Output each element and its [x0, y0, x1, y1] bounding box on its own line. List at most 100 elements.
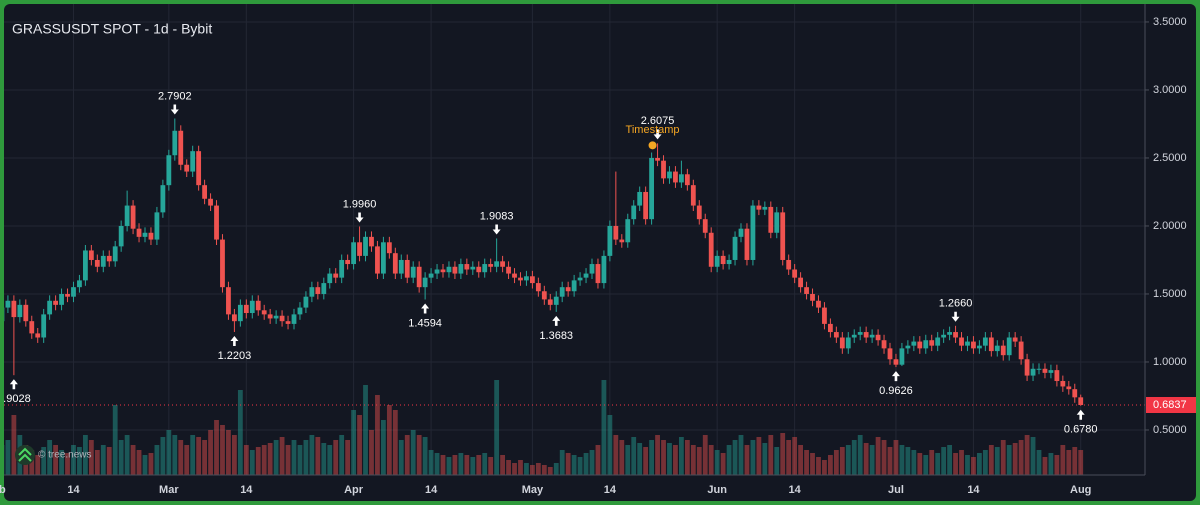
volume-bar	[112, 405, 118, 475]
candle-body	[369, 236, 374, 247]
volume-bar	[470, 457, 476, 475]
volume-bar	[935, 453, 941, 475]
volume-bar	[601, 380, 607, 475]
candle-body	[267, 314, 273, 319]
volume-bar	[404, 435, 410, 475]
volume-bar	[911, 450, 917, 475]
candle-body	[619, 239, 625, 243]
volume-bar	[1072, 447, 1078, 475]
volume-bar	[130, 445, 136, 475]
volume-bar	[315, 437, 321, 475]
volume-bar	[512, 463, 517, 475]
volume-bar	[339, 435, 345, 475]
volume-bar	[124, 435, 130, 475]
volume-bar	[1018, 440, 1024, 475]
volume-bar	[786, 440, 792, 475]
candle-body	[941, 334, 947, 338]
candle-body	[959, 337, 964, 346]
candle-body	[780, 212, 786, 260]
watermark-text: © tree.news	[38, 450, 92, 461]
volume-bar	[577, 457, 583, 475]
candles	[4, 118, 1084, 406]
volume-bar	[845, 445, 851, 475]
candle-body	[702, 219, 708, 233]
candle-body	[196, 151, 202, 186]
candle-body	[631, 205, 637, 220]
volume-bar	[625, 445, 631, 475]
volume-bar	[1078, 450, 1084, 475]
candle-body	[547, 299, 553, 305]
timestamp-label: Timestamp	[626, 124, 680, 136]
volume-bar	[77, 447, 82, 475]
annotation-arrow	[653, 129, 662, 140]
volume-bar	[416, 435, 422, 475]
candle-body	[136, 228, 142, 237]
last-price-tag	[1146, 396, 1196, 413]
volume-bar	[899, 445, 905, 475]
volume-bar	[488, 457, 494, 475]
candle-body	[792, 269, 798, 278]
candle-body	[208, 198, 213, 206]
candle-body	[47, 300, 53, 315]
volume-bar	[4, 445, 5, 475]
volume-bar	[679, 437, 684, 475]
candle-body	[714, 255, 720, 267]
candle-body	[303, 296, 309, 308]
candle-body	[130, 205, 136, 229]
volume-bar	[273, 440, 279, 475]
candle-body	[333, 273, 339, 278]
volume-bar	[1048, 453, 1054, 475]
y-tick-label: 1.0000	[1153, 356, 1187, 368]
volume-bar	[249, 450, 255, 475]
candle-body	[518, 277, 523, 281]
candle-body	[1006, 337, 1012, 356]
candle-body	[249, 300, 255, 314]
volume-bar	[571, 455, 577, 475]
volume-bar	[285, 445, 291, 475]
volume-bar	[392, 410, 398, 475]
candle-body	[363, 236, 368, 256]
volume-bar	[237, 390, 243, 475]
candle-body	[935, 337, 941, 346]
candle-body	[798, 277, 803, 288]
annotation-label: 0.6780	[1064, 424, 1098, 436]
candle-body	[118, 225, 124, 247]
volume-bar	[11, 415, 17, 475]
y-tick-label: 3.0000	[1153, 84, 1187, 96]
volume-bar	[947, 445, 952, 475]
candle-body	[762, 206, 768, 210]
volume-bar	[661, 440, 666, 475]
volume-bar	[828, 455, 833, 475]
candle-body	[476, 266, 482, 273]
candle-body	[220, 239, 225, 288]
volume-bar	[792, 437, 798, 475]
x-tick-label: 14	[67, 484, 80, 496]
annotation-label: 1.2660	[939, 298, 973, 310]
candle-body	[923, 340, 929, 349]
candle-body	[77, 280, 82, 288]
timestamp-dot	[648, 141, 657, 150]
candle-body	[625, 219, 631, 243]
candle-body	[398, 259, 404, 274]
y-tick-label: 1.5000	[1153, 288, 1187, 300]
candle-body	[535, 283, 541, 292]
candle-body	[559, 287, 565, 297]
candle-body	[1078, 397, 1084, 405]
candle-body	[422, 277, 428, 288]
candle-body	[160, 185, 166, 213]
candle-body	[971, 341, 976, 349]
candle-body	[738, 228, 744, 237]
volume-bar	[851, 440, 857, 475]
candle-body	[571, 280, 577, 292]
volume-bar	[100, 445, 106, 475]
candle-body	[816, 300, 821, 308]
volume-bar	[53, 445, 58, 475]
candle-body	[297, 307, 303, 315]
candle-body	[1012, 337, 1018, 342]
volume	[4, 380, 1084, 475]
volume-bar	[684, 440, 690, 475]
candle-body	[506, 266, 511, 274]
candle-body	[500, 261, 505, 267]
volume-bar	[923, 455, 929, 475]
volume-bar	[1066, 450, 1072, 475]
